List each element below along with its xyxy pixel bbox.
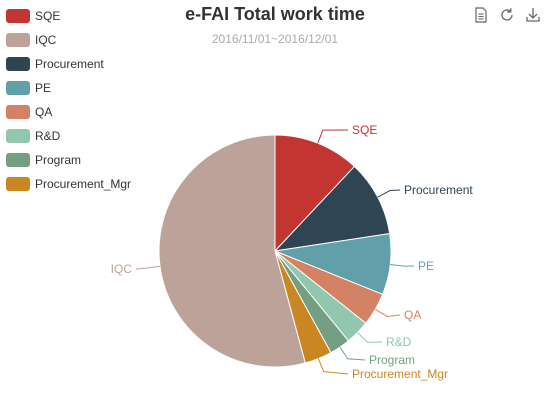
chart-title: e-FAI Total work time: [185, 4, 365, 24]
legend-label: Procurement_Mgr: [35, 177, 132, 191]
legend-label: Procurement: [35, 57, 104, 71]
legend-item-program[interactable]: Program: [6, 148, 131, 172]
pie-slice-sqe[interactable]: [274, 134, 356, 253]
refresh-icon[interactable]: [498, 6, 516, 24]
legend-swatch: [6, 57, 30, 71]
legend-item-procurement-mgr[interactable]: Procurement_Mgr: [6, 172, 131, 196]
legend-swatch: [6, 81, 30, 95]
label-line: [374, 308, 401, 317]
legend-label: Program: [35, 153, 82, 167]
label-line: [339, 346, 366, 361]
legend-item-procurement[interactable]: Procurement: [6, 52, 131, 76]
legend-swatch: [6, 129, 30, 143]
legend-item-rd[interactable]: R&D: [6, 124, 131, 148]
label-line: [317, 358, 349, 375]
label-line: [135, 265, 161, 270]
legend-label: QA: [35, 105, 53, 119]
label-line: [317, 129, 349, 144]
legend-swatch: [6, 105, 30, 119]
legend-item-qa[interactable]: QA: [6, 100, 131, 124]
slice-label: PE: [418, 259, 434, 273]
slice-label: IQC: [111, 262, 133, 276]
legend-item-iqc[interactable]: IQC: [6, 28, 131, 52]
toolbox: [472, 6, 542, 24]
slice-label: R&D: [386, 335, 412, 349]
legend: SQE IQC Procurement PE QA R&D Program Pr…: [6, 4, 131, 196]
data-view-icon[interactable]: [472, 6, 490, 24]
slice-label: Program: [369, 353, 415, 367]
pie-slice-iqc[interactable]: [158, 134, 306, 368]
legend-item-sqe[interactable]: SQE: [6, 4, 131, 28]
chart-subtitle: 2016/11/01~2016/12/01: [211, 32, 339, 46]
label-line: [377, 189, 401, 198]
label-line: [357, 332, 383, 343]
pie-slice-procurement[interactable]: [273, 165, 391, 252]
legend-swatch: [6, 33, 30, 47]
legend-swatch: [6, 9, 30, 23]
slice-label: Procurement: [404, 183, 473, 197]
legend-swatch: [6, 177, 30, 191]
slice-label: Procurement_Mgr: [352, 367, 448, 381]
legend-label: SQE: [35, 9, 61, 23]
slice-label: QA: [404, 308, 421, 322]
legend-swatch: [6, 153, 30, 167]
legend-label: PE: [35, 81, 52, 95]
slice-label: SQE: [352, 123, 377, 137]
legend-label: IQC: [35, 33, 57, 47]
legend-label: R&D: [35, 129, 61, 143]
label-line: [390, 263, 415, 267]
legend-item-pe[interactable]: PE: [6, 76, 131, 100]
download-icon[interactable]: [524, 6, 542, 24]
